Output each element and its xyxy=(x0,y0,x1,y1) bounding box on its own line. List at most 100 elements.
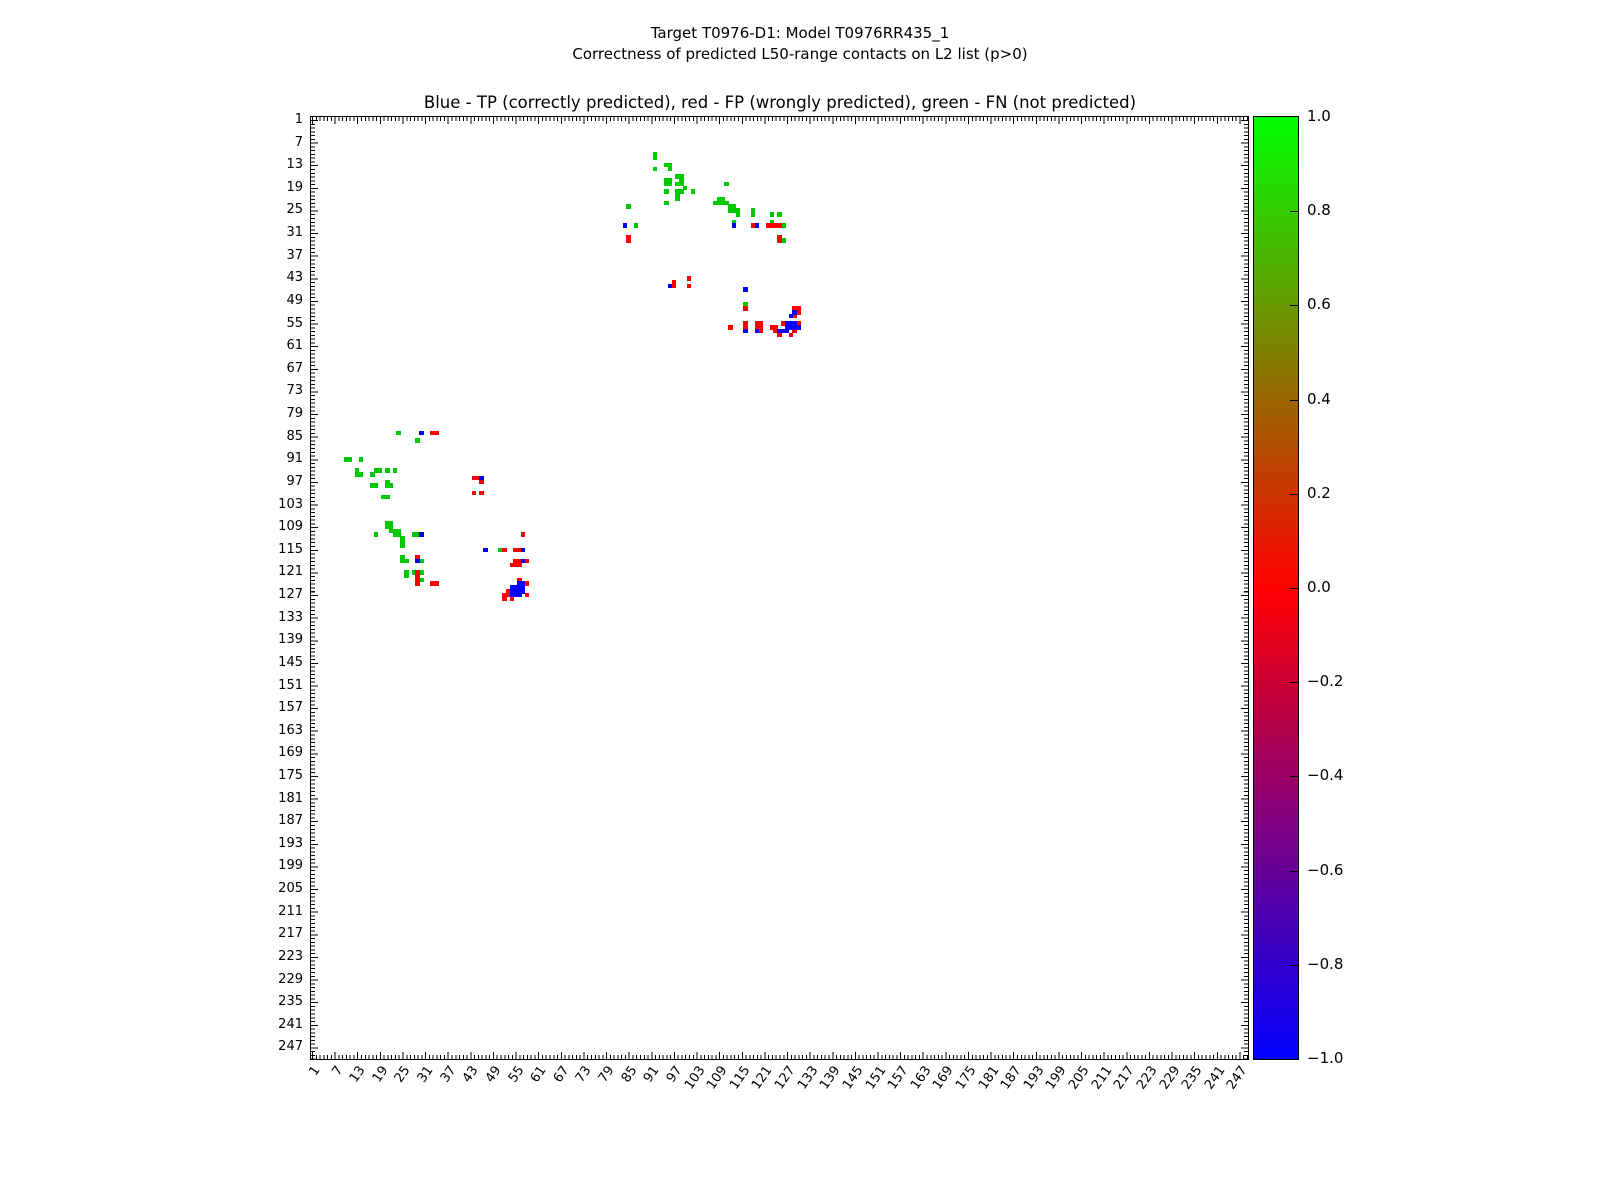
contact-point-fn xyxy=(675,193,680,198)
y-tick-label: 223 xyxy=(278,948,303,964)
contact-point-tp xyxy=(788,325,794,330)
y-tick-label: 97 xyxy=(286,473,303,489)
contact-point-fp xyxy=(777,234,782,240)
contact-point-fn xyxy=(720,200,726,206)
contact-point-fp xyxy=(777,223,782,228)
y-tick-label: 157 xyxy=(278,700,303,716)
y-tick-label: 7 xyxy=(294,134,303,150)
contact-point-fp xyxy=(502,592,507,598)
contact-point-fn xyxy=(385,494,390,500)
contact-map-plot-area xyxy=(310,116,1249,1060)
contact-point-fp xyxy=(502,596,507,602)
contact-point-fn xyxy=(347,457,352,462)
contact-point-fp xyxy=(513,562,518,568)
colorbar-label: −0.4 xyxy=(1307,766,1344,785)
contact-point-fn xyxy=(781,238,786,243)
contact-point-fp xyxy=(796,310,801,315)
contact-point-fp xyxy=(517,577,522,583)
contact-point-fp xyxy=(754,325,760,330)
y-tick-label: 151 xyxy=(278,677,303,693)
contact-point-tp xyxy=(520,581,526,586)
contact-point-tp xyxy=(743,287,748,292)
contact-point-fn xyxy=(373,468,379,473)
colorbar-label: −0.6 xyxy=(1307,860,1344,879)
contact-point-fp xyxy=(792,306,797,311)
contact-point-fp xyxy=(671,279,677,285)
colorbar-label: 0.2 xyxy=(1307,483,1331,502)
colorbar-tick xyxy=(1290,870,1298,872)
contact-point-fp xyxy=(773,328,778,334)
contact-point-tp xyxy=(520,547,526,553)
contact-point-fp xyxy=(788,332,794,338)
contact-point-fp xyxy=(743,325,748,330)
contact-point-tp xyxy=(509,592,515,598)
contact-point-fp xyxy=(792,328,797,334)
y-tick-label: 139 xyxy=(278,632,303,648)
contact-point-fp xyxy=(758,325,763,330)
contact-point-tp xyxy=(792,325,797,330)
contact-point-fp xyxy=(524,592,530,598)
contact-point-tp xyxy=(792,321,797,326)
contact-point-fn xyxy=(388,521,394,526)
contact-point-fn xyxy=(750,208,756,213)
contact-point-fn xyxy=(724,200,729,206)
contact-point-fn xyxy=(385,524,390,530)
contact-point-fn xyxy=(667,162,673,168)
contact-point-fp xyxy=(796,306,801,311)
contact-point-fp xyxy=(520,532,526,537)
contact-point-fp xyxy=(415,581,420,586)
contact-point-fn xyxy=(358,457,364,462)
contact-point-tp xyxy=(754,223,760,228)
contact-point-fp xyxy=(754,321,760,326)
contact-point-fn xyxy=(370,483,375,488)
contact-point-fp xyxy=(475,475,481,481)
y-tick-label: 145 xyxy=(278,654,303,670)
contact-point-fn xyxy=(385,468,390,473)
y-tick-label: 211 xyxy=(278,903,303,919)
contact-point-fn xyxy=(716,196,722,202)
contact-point-tp xyxy=(483,547,488,553)
contact-point-fn xyxy=(626,204,631,209)
y-tick-label: 19 xyxy=(286,179,303,195)
y-tick-label: 37 xyxy=(286,247,303,263)
contact-point-fp xyxy=(781,321,786,326)
colorbar-tick xyxy=(1290,493,1298,495)
contact-point-fn xyxy=(675,189,680,194)
contact-point-fn xyxy=(731,204,737,209)
contact-point-fn xyxy=(419,577,424,583)
contact-point-fn xyxy=(720,196,726,202)
contact-point-fp xyxy=(750,223,756,228)
contact-point-fn xyxy=(735,208,741,213)
contact-point-tp xyxy=(509,585,515,590)
y-tick-label: 103 xyxy=(278,496,303,512)
contact-point-fp xyxy=(765,223,771,228)
contact-point-fn xyxy=(343,457,349,462)
contact-point-tp xyxy=(731,223,737,228)
y-tick-label: 163 xyxy=(278,722,303,738)
contact-point-tp xyxy=(517,589,522,594)
y-tick-label: 187 xyxy=(278,813,303,829)
contact-point-fp xyxy=(769,223,775,228)
contact-point-fn xyxy=(396,430,401,436)
contact-point-fn xyxy=(781,223,786,228)
contact-point-fp xyxy=(415,573,420,579)
contact-point-fp xyxy=(505,589,511,594)
contact-point-fn xyxy=(415,438,420,443)
contact-point-fn xyxy=(675,174,680,179)
contact-point-fn xyxy=(411,532,417,537)
contact-point-fp xyxy=(517,558,522,564)
contact-point-fp xyxy=(415,570,420,575)
contact-point-fn xyxy=(728,208,733,213)
contact-point-fp xyxy=(471,475,477,481)
contact-point-fn xyxy=(400,558,405,564)
contact-point-fn xyxy=(633,223,639,228)
colorbar-label: 0.4 xyxy=(1307,389,1331,408)
y-tick-label: 229 xyxy=(278,971,303,987)
y-tick-label: 61 xyxy=(286,338,303,354)
contact-point-fp xyxy=(777,332,782,338)
contact-point-tp xyxy=(784,321,790,326)
contact-point-fn xyxy=(385,479,390,485)
contact-point-fn xyxy=(731,208,737,213)
colorbar-label: −0.2 xyxy=(1307,672,1344,691)
